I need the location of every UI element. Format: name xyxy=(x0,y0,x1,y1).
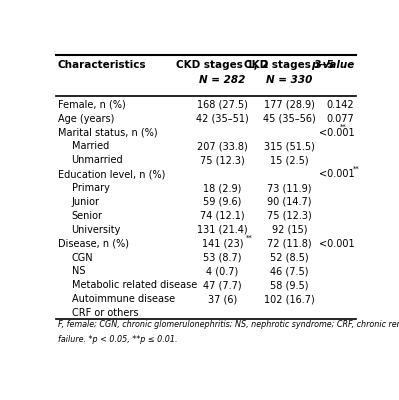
Text: CGN: CGN xyxy=(71,252,93,262)
Text: Primary: Primary xyxy=(71,183,109,193)
Text: Junior: Junior xyxy=(71,197,99,207)
Text: University: University xyxy=(71,225,121,235)
Text: N = 330: N = 330 xyxy=(267,75,313,85)
Text: <0.001: <0.001 xyxy=(319,128,354,138)
Text: 168 (27.5): 168 (27.5) xyxy=(197,100,248,110)
Text: Age (years): Age (years) xyxy=(57,114,114,124)
Text: 92 (15): 92 (15) xyxy=(272,225,307,235)
Text: 177 (28.9): 177 (28.9) xyxy=(264,100,315,110)
Text: CRF or others: CRF or others xyxy=(71,308,138,318)
Text: Autoimmune disease: Autoimmune disease xyxy=(71,294,175,304)
Text: Marital status, n (%): Marital status, n (%) xyxy=(57,128,157,138)
Text: CKD stages 1, 2: CKD stages 1, 2 xyxy=(176,60,269,70)
Text: 37 (6): 37 (6) xyxy=(207,294,237,304)
Text: 0.077: 0.077 xyxy=(327,114,354,124)
Text: Education level, n (%): Education level, n (%) xyxy=(57,169,165,179)
Text: failure. *p < 0.05, **p ≤ 0.01.: failure. *p < 0.05, **p ≤ 0.01. xyxy=(57,335,177,344)
Text: 0.142: 0.142 xyxy=(327,100,354,110)
Text: Senior: Senior xyxy=(71,211,103,221)
Text: 45 (35–56): 45 (35–56) xyxy=(263,114,316,124)
Text: Characteristics: Characteristics xyxy=(57,60,146,70)
Text: 131 (21.4): 131 (21.4) xyxy=(197,225,248,235)
Text: 72 (11.8): 72 (11.8) xyxy=(267,239,312,249)
Text: 4 (0.7): 4 (0.7) xyxy=(206,266,238,276)
Text: CKD stages 3–5: CKD stages 3–5 xyxy=(245,60,335,70)
Text: 315 (51.5): 315 (51.5) xyxy=(264,142,315,152)
Text: 52 (8.5): 52 (8.5) xyxy=(270,252,309,262)
Text: 59 (9.6): 59 (9.6) xyxy=(203,197,241,207)
Text: 18 (2.9): 18 (2.9) xyxy=(203,183,241,193)
Text: 73 (11.9): 73 (11.9) xyxy=(267,183,312,193)
Text: 90 (14.7): 90 (14.7) xyxy=(267,197,312,207)
Text: N = 282: N = 282 xyxy=(199,75,245,85)
Text: 207 (33.8): 207 (33.8) xyxy=(197,142,248,152)
Text: 58 (9.5): 58 (9.5) xyxy=(270,280,309,290)
Text: Metabolic related disease: Metabolic related disease xyxy=(71,280,197,290)
Text: p-value: p-value xyxy=(311,60,354,70)
Text: Married: Married xyxy=(71,142,109,152)
Text: NS: NS xyxy=(71,266,85,276)
Text: 47 (7.7): 47 (7.7) xyxy=(203,280,241,290)
Text: **: ** xyxy=(245,235,252,241)
Text: **: ** xyxy=(340,124,346,130)
Text: Disease, n (%): Disease, n (%) xyxy=(57,239,128,249)
Text: 102 (16.7): 102 (16.7) xyxy=(264,294,315,304)
Text: **: ** xyxy=(353,166,359,172)
Text: 75 (12.3): 75 (12.3) xyxy=(267,211,312,221)
Text: 141 (23): 141 (23) xyxy=(201,239,243,249)
Text: Unmarried: Unmarried xyxy=(71,155,123,165)
Text: 42 (35–51): 42 (35–51) xyxy=(196,114,249,124)
Text: 15 (2.5): 15 (2.5) xyxy=(270,155,309,165)
Text: <0.001: <0.001 xyxy=(319,239,354,249)
Text: <0.001: <0.001 xyxy=(319,169,354,179)
Text: 53 (8.7): 53 (8.7) xyxy=(203,252,241,262)
Text: 75 (12.3): 75 (12.3) xyxy=(200,155,245,165)
Text: 74 (12.1): 74 (12.1) xyxy=(200,211,245,221)
Text: 46 (7.5): 46 (7.5) xyxy=(270,266,309,276)
Text: F, female; CGN, chronic glomerulonephritis; NS, nephrotic syndrome; CRF, chronic: F, female; CGN, chronic glomerulonephrit… xyxy=(57,320,399,329)
Text: Female, n (%): Female, n (%) xyxy=(57,100,125,110)
